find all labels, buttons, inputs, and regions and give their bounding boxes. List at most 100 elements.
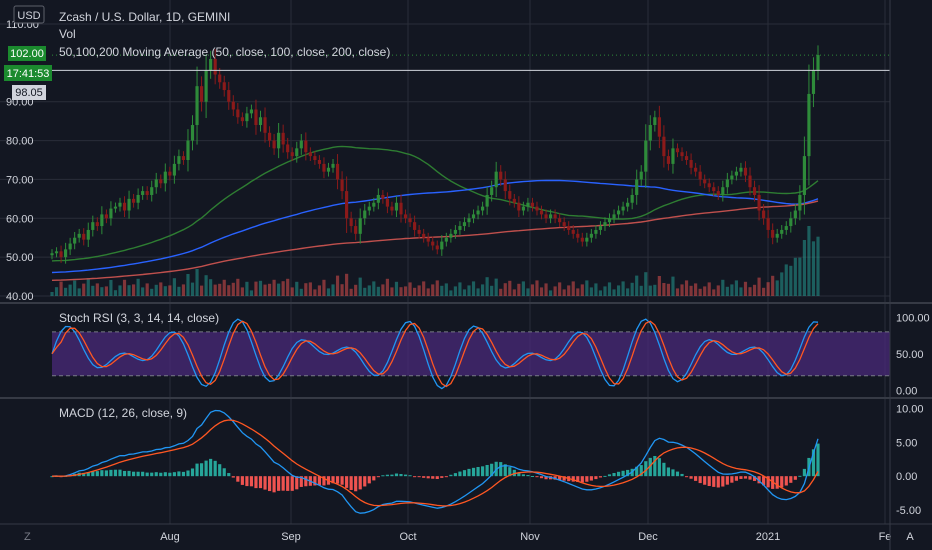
candle-body	[603, 222, 607, 227]
macd-histogram-bar	[671, 469, 675, 477]
time-badge: 17:41:53	[4, 65, 52, 81]
time-axis[interactable]: Aug Sep Oct Nov Dec 2021 Fe A	[160, 531, 914, 543]
volume-bar	[694, 283, 698, 296]
macd-histogram-bar	[408, 475, 412, 477]
volume-bar	[476, 288, 480, 296]
macd-histogram-bar	[91, 471, 95, 477]
candle-body	[793, 210, 797, 219]
volume-bar	[326, 288, 331, 296]
volume-bar	[222, 279, 226, 296]
volume-bar	[544, 283, 548, 296]
volume-bar	[168, 285, 172, 296]
candle-body	[616, 210, 621, 215]
volume-bars	[50, 226, 820, 296]
volume-bar	[503, 283, 507, 296]
volume-bar	[331, 284, 335, 296]
macd-histogram-bar	[113, 469, 118, 477]
candle-body	[462, 222, 467, 227]
candle-body	[807, 93, 811, 157]
candle-body	[535, 206, 539, 211]
candle-body	[485, 194, 489, 207]
candle-body	[766, 218, 770, 230]
candle-body	[127, 198, 131, 211]
macd-histogram-bar	[426, 476, 430, 479]
volume-bar	[240, 287, 244, 296]
macd-histogram-bar	[136, 471, 140, 477]
candle-body	[213, 58, 217, 75]
macd-histogram-bar	[127, 470, 131, 477]
volume-bar	[363, 287, 367, 296]
macd-histogram-bar	[290, 476, 294, 491]
candle-body	[263, 117, 267, 133]
candle-body	[141, 191, 145, 195]
macd-histogram-bar	[603, 475, 607, 477]
candle-body	[626, 202, 630, 207]
volume-bar	[485, 277, 489, 296]
currency-badge[interactable]: USD	[13, 5, 45, 24]
macd-histogram-bar	[503, 464, 507, 477]
candle-body	[657, 117, 661, 137]
macd-histogram-bar	[580, 476, 584, 483]
macd-histogram-bar	[748, 476, 752, 480]
macd-histogram-bar	[109, 469, 113, 477]
macd-histogram-bar	[417, 476, 421, 478]
volume-bar	[784, 264, 788, 296]
candle-body	[95, 222, 99, 227]
macd-pane	[50, 409, 820, 514]
candle-body	[168, 171, 172, 176]
macd-legend[interactable]: MACD (12, 26, close, 9)	[59, 406, 187, 420]
volume-bar	[281, 281, 285, 296]
candle-body	[385, 198, 389, 207]
macd-histogram-bar	[539, 476, 544, 479]
macd-histogram-bar	[367, 476, 371, 484]
last-price-line	[52, 54, 890, 71]
volume-bar	[349, 288, 353, 296]
moving-average-lines	[51, 145, 819, 281]
volume-bar	[113, 290, 118, 296]
candle-body	[363, 210, 367, 219]
ma-legend[interactable]: 50,100,200 Moving Average (50, close, 10…	[59, 45, 390, 59]
macd-histogram-bar	[571, 476, 575, 482]
volume-bar	[272, 279, 276, 296]
volume-bar	[798, 257, 802, 296]
volume-bar	[530, 284, 535, 296]
candle-body	[59, 251, 63, 258]
candle-body	[453, 229, 457, 234]
price-axis[interactable]: 40.0050.0060.0070.0080.0090.00110.000.00…	[6, 19, 930, 517]
zoom-corner-label[interactable]: Z	[24, 531, 31, 543]
volume-bar	[249, 290, 254, 296]
candle-body	[172, 163, 176, 176]
macd-histogram-bar	[358, 476, 362, 490]
volume-bar	[118, 285, 122, 296]
macd-histogram-bar	[295, 476, 299, 490]
macd-histogram-bar	[286, 476, 290, 491]
candle-body	[707, 183, 711, 188]
volume-legend[interactable]: Vol	[59, 27, 76, 41]
macd-histogram-bar	[621, 470, 625, 477]
candle-body	[91, 222, 95, 230]
stoch-rsi-legend[interactable]: Stoch RSI (3, 3, 14, 14, close)	[59, 311, 219, 325]
volume-bar	[462, 289, 467, 296]
candle-body	[712, 187, 716, 192]
candle-body	[458, 226, 462, 230]
volume-bar	[122, 279, 127, 296]
volume-bar	[762, 287, 766, 296]
volume-bar	[267, 283, 272, 296]
volume-bar	[150, 288, 154, 296]
candle-body	[490, 187, 494, 195]
volume-bar	[725, 286, 729, 296]
macd-histogram-bar	[204, 460, 208, 477]
candle-body	[372, 202, 376, 207]
macd-histogram-bar	[508, 467, 512, 477]
volume-bar	[598, 290, 603, 296]
volume-bar	[594, 283, 598, 296]
candle-body	[639, 171, 643, 180]
candle-body	[743, 167, 748, 176]
macd-histogram-bar	[684, 476, 689, 478]
macd-histogram-bar	[258, 476, 263, 489]
macd-histogram-bar	[281, 476, 285, 491]
macd-histogram-bar	[725, 476, 729, 485]
candle-body	[567, 226, 571, 230]
candle-body	[553, 214, 557, 219]
